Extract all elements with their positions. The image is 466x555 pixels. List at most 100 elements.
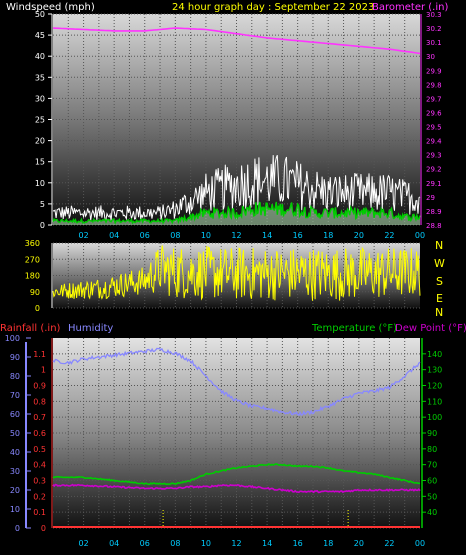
y-tick-label-direction: 270 [25, 255, 40, 264]
y-tick-label-humidity: 10 [10, 505, 20, 514]
y-tick-label-rain: 0.3 [33, 477, 46, 486]
y-tick-label-barometer: 29.8 [426, 81, 442, 89]
y-tick-label-wind: 45 [35, 31, 45, 40]
y-tick-label-rain: 0.5 [33, 445, 46, 454]
x-tick-label: 22 [384, 539, 394, 548]
y-tick-label-barometer: 29.4 [426, 138, 442, 146]
y-tick-label-barometer: 29.1 [426, 180, 442, 188]
y-tick-label-barometer: 29.9 [426, 67, 442, 75]
panel-wind-marks [52, 27, 421, 225]
dewpoint-line [52, 483, 421, 494]
y-tick-label-barometer: 29 [426, 194, 435, 202]
y-tick-label-rain: 0.9 [33, 382, 46, 391]
x-tick-label: 22 [384, 231, 394, 240]
y-tick-label-wind: 5 [40, 200, 45, 209]
panel-direction-marks [52, 245, 421, 301]
wind-axis-label: Windspeed (mph) [6, 2, 95, 13]
y-tick-label-temperature: 140 [427, 350, 442, 359]
y-tick-label-direction: 0 [35, 304, 40, 313]
y-tick-label-barometer: 30.3 [426, 11, 442, 19]
x-tick-label: 02 [78, 231, 88, 240]
y-tick-label-direction: 360 [25, 239, 40, 248]
x-tick-label: 06 [140, 231, 150, 240]
x-tick-label: 14 [262, 539, 272, 548]
y-tick-label-humidity: 30 [10, 467, 20, 476]
compass-w: W [434, 257, 445, 270]
y-tick-label-barometer: 29.3 [426, 152, 442, 160]
temperature-line [52, 463, 421, 486]
panel-temp-axes: 02 04 06 08 10 12 14 16 18 20 22 000102030405060708… [5, 334, 443, 548]
y-tick-label-temperature: 120 [427, 382, 442, 391]
x-tick-label: 08 [170, 539, 180, 548]
x-tick-label: 20 [354, 539, 364, 548]
y-tick-label-humidity: 60 [10, 410, 20, 419]
x-tick-label: 16 [293, 231, 303, 240]
y-tick-label-temperature: 40 [427, 508, 437, 517]
y-tick-label-temperature: 130 [427, 366, 442, 375]
x-tick-label: 08 [170, 231, 180, 240]
temperature-axis-label: Temperature (°F) [311, 323, 397, 334]
y-tick-label-rain: 0.8 [33, 397, 46, 406]
y-tick-label-wind: 25 [35, 116, 45, 125]
x-tick-label: 12 [231, 231, 241, 240]
chart-title: 24 hour graph day : September 22 2023 [172, 2, 374, 13]
y-tick-label-rain: 0.4 [33, 461, 46, 470]
y-tick-label-humidity: 90 [10, 353, 20, 362]
y-tick-label-humidity: 0 [15, 524, 20, 533]
wind-barometer-panel: 02 04 06 08 10 12 14 16 18 20 22 000510152025303540… [35, 10, 442, 240]
y-tick-label-wind: 10 [35, 179, 45, 188]
compass-s: S [436, 275, 443, 288]
x-tick-label: 18 [323, 231, 333, 240]
compass-n-bottom: N [435, 306, 443, 319]
y-tick-label-barometer: 29.7 [426, 95, 442, 103]
compass-e: E [436, 292, 443, 305]
y-tick-label-rain: 1 [41, 366, 46, 375]
y-tick-label-direction: 90 [30, 288, 40, 297]
rainfall-axis-label: Rainfall (.in) [0, 323, 61, 334]
humidity-line [52, 347, 421, 416]
y-tick-label-rain: 1.1 [33, 350, 46, 359]
x-tick-label: 06 [140, 539, 150, 548]
y-tick-label-temperature: 70 [427, 461, 437, 470]
x-tick-label: 04 [109, 231, 119, 240]
panel-direction-axes: 0 90 180 270 360 [25, 239, 53, 313]
y-tick-label-humidity: 100 [5, 334, 20, 343]
y-tick-label-humidity: 80 [10, 372, 20, 381]
barometer-axis-label: Barometer (.in) [372, 2, 448, 13]
x-tick-label: 14 [262, 231, 272, 240]
y-tick-label-rain: 0.1 [33, 508, 46, 517]
wind-average-line [52, 201, 421, 225]
y-tick-label-temperature: 100 [427, 413, 442, 422]
y-tick-label-wind: 40 [35, 52, 45, 61]
x-tick-label: 02 [78, 539, 88, 548]
y-tick-label-rain: 0.6 [33, 429, 46, 438]
y-tick-label-wind: 20 [35, 137, 45, 146]
x-tick-label: 18 [323, 539, 333, 548]
x-tick-label: 12 [231, 539, 241, 548]
y-tick-label-wind: 30 [35, 94, 45, 103]
y-tick-label-direction: 180 [25, 272, 40, 281]
x-tick-label: 00 [415, 539, 425, 548]
x-tick-label: 10 [201, 231, 211, 240]
y-tick-label-temperature: 50 [427, 492, 437, 501]
y-tick-label-barometer: 29.2 [426, 166, 442, 174]
y-tick-label-temperature: 60 [427, 477, 437, 486]
x-tick-label: 16 [293, 539, 303, 548]
panel-temp-marks [52, 347, 421, 528]
y-tick-label-humidity: 70 [10, 391, 20, 400]
panel-wind-axes: 02 04 06 08 10 12 14 16 18 20 22 000510152025303540… [35, 10, 442, 240]
wind-gust-line [52, 155, 421, 221]
wind-direction-line [52, 245, 421, 301]
x-tick-label: 00 [415, 231, 425, 240]
temperature-humidity-panel: 02 04 06 08 10 12 14 16 18 20 22 000102030405060708… [5, 334, 443, 548]
y-tick-label-barometer: 29.5 [426, 124, 442, 132]
x-tick-label: 20 [354, 231, 364, 240]
y-tick-label-wind: 50 [35, 10, 45, 19]
y-tick-label-humidity: 20 [10, 486, 20, 495]
y-tick-label-rain: 0 [41, 524, 46, 533]
x-tick-label: 10 [201, 539, 211, 548]
y-tick-label-rain: 0.2 [33, 492, 46, 501]
y-tick-label-humidity: 50 [10, 429, 20, 438]
y-tick-label-barometer: 29.6 [426, 109, 442, 117]
